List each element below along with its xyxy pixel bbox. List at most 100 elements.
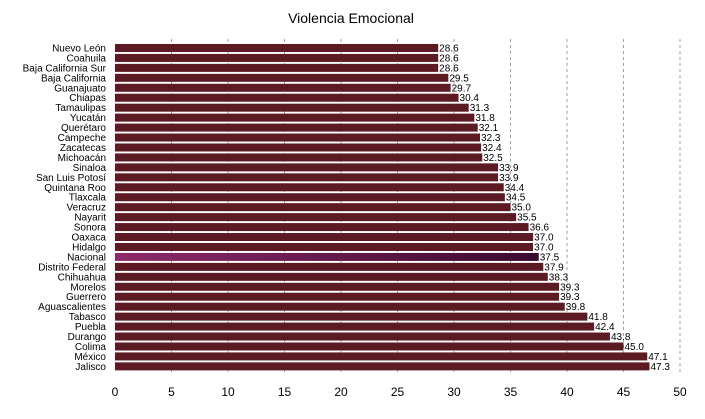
bars	[115, 43, 650, 371]
bar	[115, 143, 482, 152]
bar	[115, 163, 499, 172]
bar	[115, 312, 588, 321]
category-label: Querétaro	[61, 123, 106, 134]
category-label: Coahuila	[67, 53, 107, 64]
value-label: 31.3	[470, 103, 490, 114]
bar	[115, 113, 475, 122]
bar	[115, 233, 534, 242]
value-label: 35.5	[517, 213, 537, 224]
bar	[115, 223, 529, 232]
value-label: 42.4	[595, 322, 615, 333]
value-label: 29.5	[449, 73, 469, 84]
category-label: Aguascalientes	[38, 302, 106, 313]
x-tick-label: 15	[278, 385, 292, 399]
x-tick-label: 25	[391, 385, 405, 399]
value-label: 28.6	[439, 63, 459, 74]
value-label: 38.3	[549, 272, 569, 283]
value-label: 28.6	[439, 53, 459, 64]
category-label: Distrito Federal	[38, 262, 106, 273]
bar	[115, 183, 504, 192]
x-tick-label: 5	[168, 385, 175, 399]
value-label: 43.8	[611, 332, 631, 343]
bar	[115, 352, 648, 361]
value-label: 37.9	[544, 262, 564, 273]
bar	[115, 153, 483, 162]
category-label: Sinaloa	[73, 163, 107, 174]
value-label: 32.5	[483, 153, 503, 164]
value-label: 31.8	[475, 113, 495, 124]
bar	[115, 123, 478, 132]
value-label: 45.0	[625, 342, 645, 353]
x-tick-label: 45	[617, 385, 631, 399]
x-tick-label: 10	[221, 385, 235, 399]
category-label: San Luis Potosí	[36, 173, 106, 184]
category-label: Sonora	[74, 223, 107, 234]
category-label: Tlaxcala	[69, 193, 107, 204]
category-label: Tabasco	[69, 312, 107, 323]
value-label: 32.3	[481, 133, 501, 144]
bar	[115, 173, 499, 182]
category-label: Nayarit	[74, 213, 106, 224]
bar	[115, 302, 565, 311]
category-label: Baja California Sur	[23, 63, 107, 74]
category-label: Yucatán	[70, 113, 106, 124]
value-label: 37.5	[540, 252, 560, 263]
value-label: 35.0	[512, 203, 532, 214]
value-label: 36.6	[530, 223, 550, 234]
category-label: Chihuahua	[58, 272, 107, 283]
bar	[115, 342, 624, 351]
value-label: 34.5	[506, 193, 526, 204]
category-label: México	[74, 352, 106, 363]
category-label: Veracruz	[67, 203, 106, 214]
x-tick-label: 40	[560, 385, 574, 399]
category-label: Morelos	[70, 282, 106, 293]
category-label: Tamaulipas	[55, 103, 106, 114]
value-label: 39.3	[560, 292, 580, 303]
bar	[115, 73, 449, 82]
category-label: Zacatecas	[60, 143, 106, 154]
category-label: Hidalgo	[72, 242, 106, 253]
value-label: 29.7	[452, 83, 472, 94]
category-label: Guanajuato	[54, 83, 106, 94]
bar	[115, 332, 610, 341]
value-label: 39.8	[566, 302, 586, 313]
bar	[115, 242, 534, 251]
value-label: 34.4	[505, 183, 525, 194]
bar	[115, 93, 459, 102]
x-axis-ticks: 0 5 10 15 20 25 30 35 40 45 50	[112, 385, 687, 399]
bar	[115, 203, 511, 212]
category-label: Durango	[68, 332, 107, 343]
value-label: 33.9	[499, 173, 519, 184]
bar	[115, 262, 544, 271]
value-label: 30.4	[460, 93, 480, 104]
bar	[115, 322, 595, 331]
value-label: 33.9	[499, 163, 519, 174]
bar	[115, 133, 480, 142]
value-label: 32.4	[482, 143, 502, 154]
bar	[115, 282, 560, 291]
x-tick-label: 35	[504, 385, 518, 399]
bar	[115, 213, 517, 222]
category-label: Quintana Roo	[44, 183, 106, 194]
value-label: 32.1	[479, 123, 499, 134]
category-label: Puebla	[75, 322, 107, 333]
chart-title: Violencia Emocional	[288, 10, 414, 26]
bar	[115, 43, 439, 52]
value-label: 41.8	[588, 312, 608, 323]
bar	[115, 103, 469, 112]
category-label: Michoacán	[58, 153, 106, 164]
value-label: 39.3	[560, 282, 580, 293]
bar	[115, 53, 439, 62]
value-label: 37.0	[534, 242, 554, 253]
value-label: 47.3	[650, 362, 670, 373]
category-label: Baja California	[41, 73, 106, 84]
category-label: Nuevo León	[52, 43, 106, 54]
bar	[115, 193, 505, 202]
value-label: 47.1	[648, 352, 668, 363]
x-tick-label: 50	[673, 385, 687, 399]
category-label: Jalisco	[75, 362, 106, 373]
x-tick-label: 0	[112, 385, 119, 399]
bar	[115, 63, 439, 72]
